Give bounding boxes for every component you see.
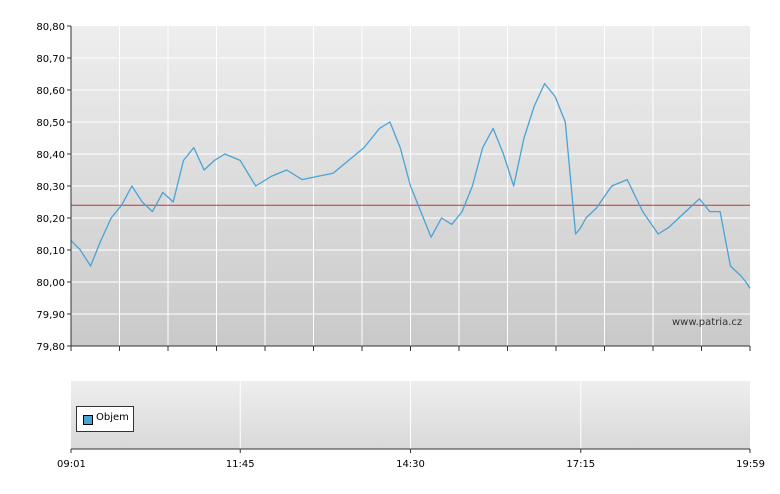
ytick-label: 80,60	[36, 86, 65, 97]
watermark: www.patria.cz	[672, 317, 742, 328]
ytick-label: 80,70	[36, 54, 65, 65]
xtick-label: 17:15	[566, 459, 595, 470]
xtick-label: 14:30	[396, 459, 425, 470]
xtick-label: 11:45	[226, 459, 255, 470]
ytick-label: 80,30	[36, 182, 65, 193]
ytick-label: 80,10	[36, 246, 65, 257]
legend: Objem	[76, 406, 134, 432]
ytick-label: 80,00	[36, 278, 65, 289]
xtick-label: 09:01	[57, 459, 86, 470]
ytick-label: 79,90	[36, 310, 65, 321]
ytick-label: 80,20	[36, 214, 65, 225]
ytick-label: 80,40	[36, 150, 65, 161]
xtick-label: 19:59	[736, 459, 765, 470]
ytick-label: 79,80	[36, 342, 65, 353]
ytick-label: 80,50	[36, 118, 65, 129]
legend-swatch	[83, 415, 93, 425]
legend-label: Objem	[96, 412, 129, 423]
ytick-label: 80,80	[36, 22, 65, 33]
